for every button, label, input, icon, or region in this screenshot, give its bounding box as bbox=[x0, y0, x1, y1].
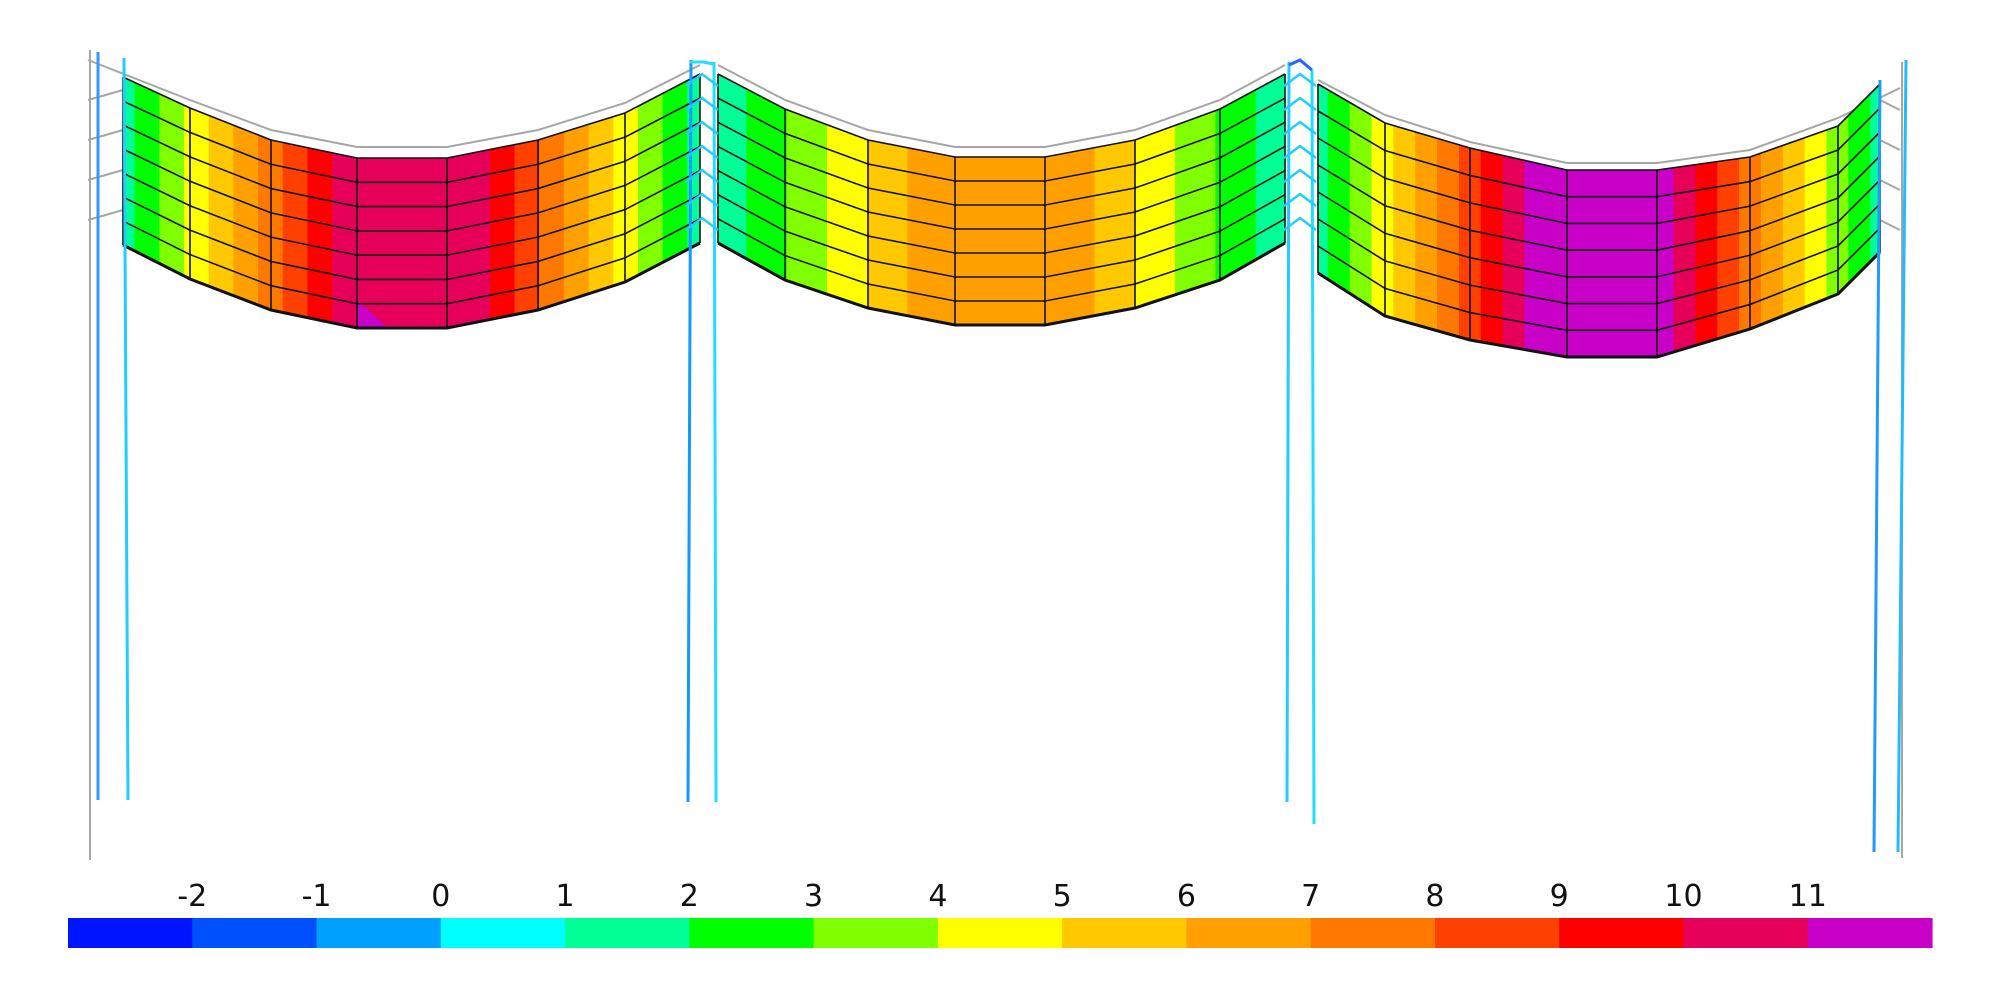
color-scale-label: -2 bbox=[177, 879, 207, 914]
color-scale-label: -1 bbox=[302, 879, 332, 914]
contour-panel-span-2 bbox=[718, 74, 1285, 325]
column-chevron-rails bbox=[685, 72, 1317, 231]
panel-row-line bbox=[122, 218, 701, 305]
color-scale-label: 1 bbox=[556, 879, 575, 914]
color-scale-labels: -2 -1 0 1 2 3 4 5 6 7 8 9 10 11 bbox=[177, 879, 1827, 914]
contour-panel-span-1 bbox=[123, 74, 700, 328]
panel-row-line bbox=[1317, 131, 1881, 225]
chevron-rail bbox=[685, 192, 719, 207]
chevron-rail bbox=[685, 72, 719, 87]
color-scale-bin bbox=[565, 918, 690, 948]
color-scale-label: 10 bbox=[1664, 879, 1702, 914]
column-right-outer bbox=[1896, 59, 1908, 853]
chevron-rail bbox=[685, 144, 719, 159]
color-scale-bin bbox=[316, 918, 442, 948]
color-scale-label: 0 bbox=[431, 879, 450, 914]
color-scale-bin bbox=[689, 918, 815, 948]
undeformed-frame bbox=[87, 50, 1903, 860]
chevron-rail bbox=[1283, 168, 1317, 183]
panel-row-line bbox=[122, 97, 701, 184]
color-scale-bin bbox=[1186, 918, 1312, 948]
color-scale-label: 6 bbox=[1177, 879, 1196, 914]
panel-row-line bbox=[1317, 83, 1881, 171]
panel-row-line bbox=[122, 73, 701, 159]
column-2-left bbox=[686, 59, 693, 803]
color-scale-bin bbox=[68, 918, 193, 948]
contour-band bbox=[332, 74, 490, 328]
color-scale-bin bbox=[937, 918, 1063, 948]
chevron-rail bbox=[685, 168, 719, 183]
panel-row-line bbox=[717, 73, 1286, 158]
contour-peak-spot bbox=[357, 300, 390, 328]
color-scale-label: 11 bbox=[1789, 879, 1827, 914]
panel-row-line bbox=[717, 241, 1286, 327]
color-scale-bin bbox=[440, 918, 566, 948]
panel-row-line bbox=[1317, 203, 1881, 305]
color-scale-bin bbox=[1062, 918, 1187, 948]
color-scale-bin bbox=[192, 918, 318, 948]
support-columns bbox=[96, 52, 1908, 853]
column-right-inner bbox=[1872, 79, 1882, 853]
color-scale-label: 9 bbox=[1550, 879, 1569, 914]
color-scale-label: 4 bbox=[928, 879, 947, 914]
color-scale-label: 8 bbox=[1425, 879, 1444, 914]
chevron-rail bbox=[685, 216, 719, 231]
color-scale-bin bbox=[1807, 918, 1933, 948]
contour-panel-span-3 bbox=[1318, 84, 1880, 357]
panel-row-line bbox=[717, 218, 1286, 302]
chevron-rail bbox=[1283, 144, 1317, 159]
color-scale-label: 3 bbox=[804, 879, 823, 914]
panel-row-line bbox=[122, 145, 701, 232]
chevron-rail bbox=[1283, 72, 1317, 87]
color-scale-label: 2 bbox=[680, 879, 699, 914]
chevron-rail bbox=[685, 120, 719, 135]
chevron-rail bbox=[1283, 216, 1317, 231]
color-scale-bin bbox=[813, 918, 939, 948]
color-scale-legend: -2 -1 0 1 2 3 4 5 6 7 8 9 10 11 bbox=[68, 879, 1933, 948]
chevron-rail bbox=[1283, 120, 1317, 135]
color-scale-bin bbox=[1683, 918, 1809, 948]
color-scale-label: 5 bbox=[1053, 879, 1072, 914]
panel-row-line bbox=[1317, 179, 1881, 278]
panel-row-line bbox=[717, 121, 1286, 206]
chevron-rail bbox=[685, 96, 719, 111]
color-scale-label: 7 bbox=[1301, 879, 1320, 914]
panel-row-line bbox=[1317, 107, 1881, 198]
color-scale-bin bbox=[1434, 918, 1560, 948]
color-scale-bar bbox=[68, 918, 1933, 948]
panel-row-line bbox=[1317, 250, 1882, 359]
panel-row-line bbox=[717, 169, 1286, 254]
column-3-right bbox=[1310, 69, 1316, 825]
color-scale-bin bbox=[1559, 918, 1685, 948]
panel-row-line bbox=[1317, 155, 1881, 251]
color-scale-bin bbox=[1310, 918, 1436, 948]
panel-row-line bbox=[1317, 227, 1881, 332]
contour-band bbox=[1524, 84, 1674, 357]
panel-row-line bbox=[717, 145, 1286, 230]
panel-row-line bbox=[717, 97, 1286, 182]
panel-row-line bbox=[717, 194, 1286, 278]
column-2-right bbox=[712, 61, 718, 803]
chevron-rail bbox=[1283, 192, 1317, 207]
column-left-inner bbox=[122, 57, 130, 801]
panel-row-line bbox=[122, 169, 701, 256]
panel-row-line bbox=[122, 121, 701, 208]
column-3-left bbox=[1285, 61, 1291, 803]
panel-row-line bbox=[122, 241, 701, 330]
chevron-rail bbox=[1283, 96, 1317, 111]
panel-row-line bbox=[122, 194, 701, 281]
